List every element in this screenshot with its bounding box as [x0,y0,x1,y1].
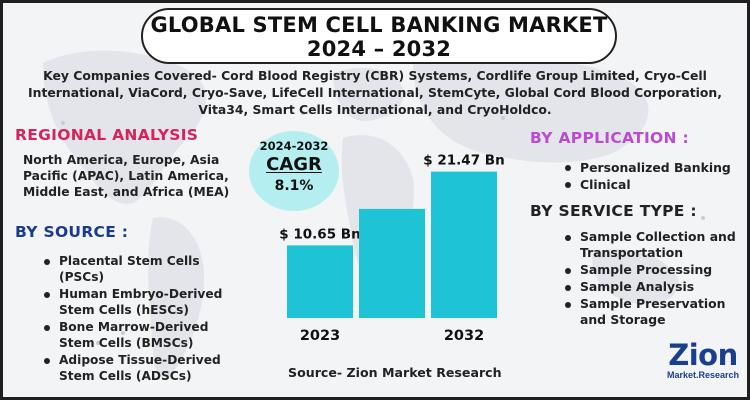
bullet-icon [565,235,571,241]
bullet-icon [44,292,50,298]
bullet-icon [565,268,571,274]
bullet-icon [565,302,571,308]
list-item-label: Human Embryo-Derived Stem Cells (hESCs) [59,287,223,317]
bar-2023 [287,245,353,318]
x-tick-label: 2023 [300,328,340,344]
list-item: Sample Processing [562,262,747,278]
by-service-type-heading: BY SERVICE TYPE : [530,202,697,220]
list-item: Placental Stem Cells (PSCs) [41,253,241,285]
list-item: Bone Marrow-Derived Stem Cells (BMSCs) [41,319,241,351]
list-item: Clinical [562,176,742,193]
list-item-label: Bone Marrow-Derived Stem Cells (BMSCs) [59,320,209,350]
x-tick-label: 2032 [444,328,484,344]
bullet-icon [44,259,50,265]
list-item: Sample Preservation and Storage [562,296,747,328]
list-item: Human Embryo-Derived Stem Cells (hESCs) [41,286,241,318]
key-companies-text: Key Companies Covered- Cord Blood Regist… [28,68,722,117]
list-item-label: Adipose Tissue-Derived Stem Cells (ADSCs… [59,353,221,383]
logo-wordmark: Zion [668,338,738,372]
by-application-heading: BY APPLICATION : [530,129,689,147]
cagr-period: 2024-2032 [259,139,329,153]
title-line-2: 2024 – 2032 [306,37,452,61]
list-item-label: Sample Processing [580,262,713,277]
by-application-list: Personalized Banking Clinical [562,159,742,193]
bar-2032 [431,171,497,318]
by-service-type-list: Sample Collection and Transportation Sam… [562,229,747,329]
list-item: Adipose Tissue-Derived Stem Cells (ADSCs… [41,352,241,384]
list-item-label: Sample Collection and Transportation [580,229,736,260]
bar-data-label: $ 21.47 Bn [423,153,504,169]
bullet-icon [565,165,571,171]
list-item-label: Sample Preservation and Storage [580,296,726,327]
logo-subtitle: Market.Research [666,370,740,380]
source-credit: Source- Zion Market Research [288,365,502,380]
bullet-icon [44,325,50,331]
list-item: Sample Analysis [562,279,747,295]
list-item-label: Personalized Banking [580,160,731,175]
bullet-icon [44,358,50,364]
bar-data-label: $ 10.65 Bn [279,226,360,242]
by-source-list: Placental Stem Cells (PSCs) Human Embryo… [41,253,241,385]
list-item: Sample Collection and Transportation [562,229,747,261]
regional-analysis-text: North America, Europe, Asia Pacific (APA… [23,153,230,199]
bar-bar-2 [359,208,425,318]
list-item-label: Placental Stem Cells (PSCs) [59,254,200,284]
by-source-heading: BY SOURCE : [15,223,129,241]
title-banner: GLOBAL STEM CELL BANKING MARKET 2024 – 2… [141,8,617,64]
list-item: Personalized Banking [562,159,742,176]
cagr-value: 8.1% [274,178,314,194]
regional-analysis-heading: REGIONAL ANALYSIS [15,126,199,144]
bullet-icon [565,182,571,188]
zion-logo: Zion Market.Research [663,341,743,391]
market-size-bar-chart: $ 10.65 Bn 2023 $ 21.47 Bn 2032 [279,153,504,344]
cagr-label: CAGR [266,154,322,175]
list-item-label: Clinical [580,177,631,192]
title-line-1: GLOBAL STEM CELL BANKING MARKET [150,13,608,37]
list-item-label: Sample Analysis [580,279,695,294]
cagr-badge: 2024-2032 CAGR 8.1% [249,131,339,211]
bullet-icon [565,285,571,291]
